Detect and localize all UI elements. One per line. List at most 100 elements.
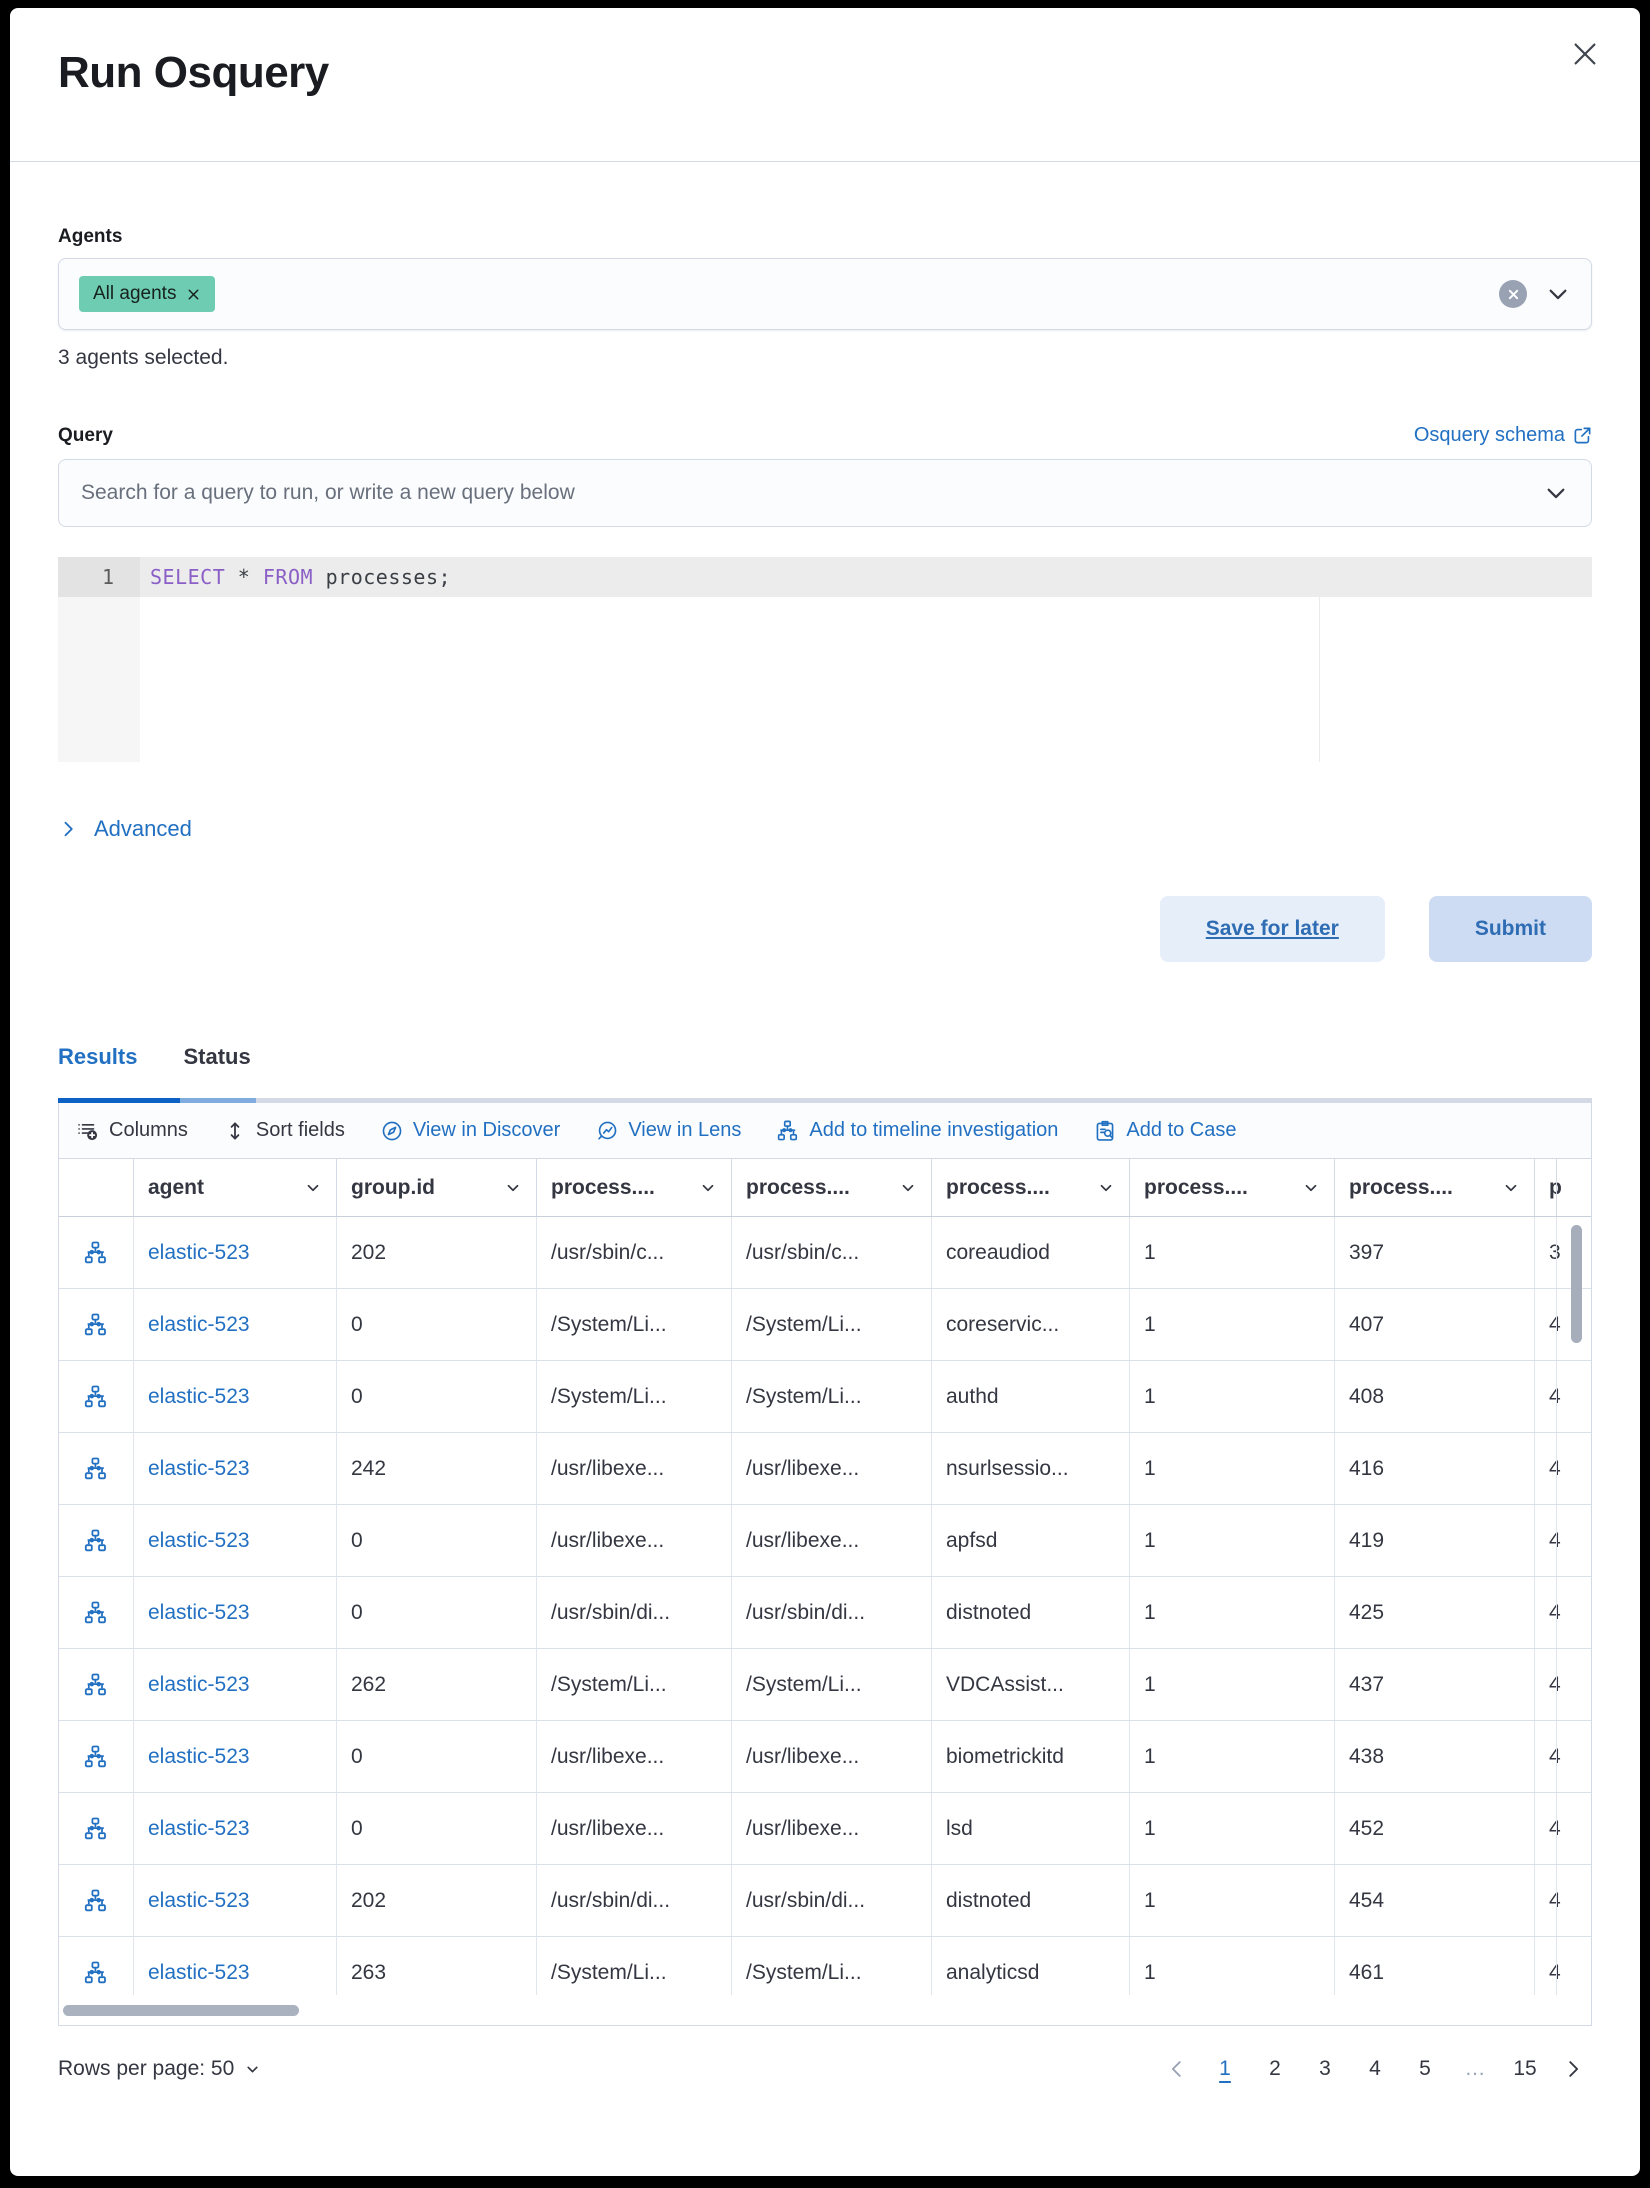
add-row-to-timeline-button[interactable] [59,1217,133,1288]
cell-process-5: 437 [1334,1649,1534,1720]
grid-header-process-4[interactable]: process.... [1129,1159,1334,1216]
grid-header-clipped-column[interactable]: p [1534,1159,1563,1216]
grid-header-process-3[interactable]: process.... [931,1159,1129,1216]
editor-text-area[interactable] [140,597,1592,762]
cell-clipped: 4 [1534,1289,1563,1360]
clear-selection-button[interactable] [1499,280,1527,308]
agents-selected-badge[interactable]: All agents [79,276,216,312]
page-button-2[interactable]: 2 [1254,2046,1296,2092]
page-button-15[interactable]: 15 [1504,2046,1546,2092]
add-row-to-timeline-button[interactable] [59,1577,133,1648]
agent-link[interactable]: elastic-523 [148,1744,250,1768]
advanced-label: Advanced [94,816,192,841]
query-code-editor[interactable]: 1 SELECT * FROM processes; [58,557,1592,762]
grid-header-process-5[interactable]: process.... [1334,1159,1534,1216]
cell-clipped: 4 [1534,1577,1563,1648]
badge-remove-icon[interactable] [186,287,201,302]
case-icon [1094,1120,1116,1142]
cell-process-3: authd [931,1361,1129,1432]
view-in-discover-button[interactable]: View in Discover [381,1119,560,1142]
sort-fields-button[interactable]: Sort fields [224,1119,345,1142]
add-row-to-timeline-button[interactable] [59,1793,133,1864]
add-row-to-timeline-button[interactable] [59,1649,133,1720]
save-for-later-button[interactable]: Save for later [1159,896,1385,962]
grid-header-process-1[interactable]: process.... [536,1159,731,1216]
cell-process-2: /usr/sbin/di... [731,1865,931,1936]
grid-header-process-2[interactable]: process.... [731,1159,931,1216]
timeline-nodes-icon [777,1120,799,1142]
agent-link[interactable]: elastic-523 [148,1384,250,1408]
tab-status[interactable]: Status [183,1044,251,1069]
agent-link[interactable]: elastic-523 [148,1240,250,1264]
chevron-down-icon[interactable] [304,1179,322,1197]
agent-link[interactable]: elastic-523 [148,1600,250,1624]
view-in-lens-button[interactable]: View in Lens [596,1119,741,1142]
table-row: elastic-523 0 /usr/sbin/di... /usr/sbin/… [59,1577,1591,1649]
add-row-to-timeline-button[interactable] [59,1721,133,1792]
agents-selected-summary: 3 agents selected. [58,346,229,369]
add-to-timeline-button[interactable]: Add to timeline investigation [777,1119,1058,1142]
chevron-down-icon[interactable] [899,1179,917,1197]
chevron-down-icon[interactable] [1545,281,1571,307]
page-button-4[interactable]: 4 [1354,2046,1396,2092]
add-row-to-timeline-button[interactable] [59,1865,133,1936]
horizontal-scrollbar[interactable] [59,1995,1591,2025]
agents-label: Agents [58,226,123,247]
table-row: elastic-523 202 /usr/sbin/c... /usr/sbin… [59,1217,1591,1289]
timeline-nodes-icon [84,1889,108,1913]
previous-page-button[interactable] [1158,2058,1196,2080]
chevron-down-icon[interactable] [1502,1179,1520,1197]
grid-header-agent[interactable]: agent [133,1159,336,1216]
submit-button[interactable]: Submit [1428,896,1592,962]
page-button-3[interactable]: 3 [1304,2046,1346,2092]
saved-query-select[interactable] [58,459,1592,527]
sort-arrows-icon [224,1120,246,1142]
grid-body: elastic-523 202 /usr/sbin/c... /usr/sbin… [59,1217,1591,1995]
agent-link[interactable]: elastic-523 [148,1312,250,1336]
table-row: elastic-523 0 /usr/libexe... /usr/libexe… [59,1505,1591,1577]
scrollbar-gutter-cell [1556,1937,1591,1995]
scrollbar-gutter-cell [1556,1649,1591,1720]
discover-icon [381,1120,403,1142]
horizontal-scrollbar-thumb[interactable] [63,2004,299,2016]
osquery-schema-link[interactable]: Osquery schema [1414,424,1592,447]
add-row-to-timeline-button[interactable] [59,1505,133,1576]
chevron-down-icon[interactable] [1097,1179,1115,1197]
tab-results[interactable]: Results [58,1044,138,1069]
add-row-to-timeline-button[interactable] [59,1937,133,1995]
grid-header-group-id[interactable]: group.id [336,1159,536,1216]
rows-per-page-button[interactable]: Rows per page: 50 [58,2057,261,2081]
agents-combobox[interactable]: All agents [58,258,1592,330]
vertical-scrollbar-thumb[interactable] [1571,1225,1582,1343]
cell-process-3: biometrickitd [931,1721,1129,1792]
sql-keyword: FROM [262,565,314,589]
grid-toolbar: Columns Sort fields [59,1103,1591,1159]
advanced-accordion-toggle[interactable]: Advanced [58,816,192,842]
agent-link[interactable]: elastic-523 [148,1672,250,1696]
add-row-to-timeline-button[interactable] [59,1361,133,1432]
agent-link[interactable]: elastic-523 [148,1960,250,1984]
cell-process-1: /usr/libexe... [536,1793,731,1864]
page-button-1[interactable]: 1 [1204,2046,1246,2092]
close-button[interactable] [1570,36,1606,72]
saved-query-search-input[interactable] [81,481,1543,505]
agent-link[interactable]: elastic-523 [148,1456,250,1480]
cell-process-4: 1 [1129,1289,1334,1360]
next-page-button[interactable] [1554,2058,1592,2080]
chevron-down-icon[interactable] [1302,1179,1320,1197]
agent-link[interactable]: elastic-523 [148,1888,250,1912]
chevron-down-icon[interactable] [699,1179,717,1197]
scrollbar-gutter-cell [1556,1361,1591,1432]
add-to-case-button[interactable]: Add to Case [1094,1119,1237,1142]
table-row: elastic-523 0 /usr/libexe... /usr/libexe… [59,1793,1591,1865]
page-button-5[interactable]: 5 [1404,2046,1446,2092]
agent-link[interactable]: elastic-523 [148,1816,250,1840]
add-row-to-timeline-button[interactable] [59,1289,133,1360]
cell-clipped: 4 [1534,1937,1563,1995]
chevron-down-icon[interactable] [1543,480,1569,506]
agent-link[interactable]: elastic-523 [148,1528,250,1552]
run-osquery-flyout: Run Osquery Agents All agents [10,8,1640,2176]
chevron-down-icon[interactable] [504,1179,522,1197]
add-row-to-timeline-button[interactable] [59,1433,133,1504]
columns-button[interactable]: Columns [77,1119,188,1142]
